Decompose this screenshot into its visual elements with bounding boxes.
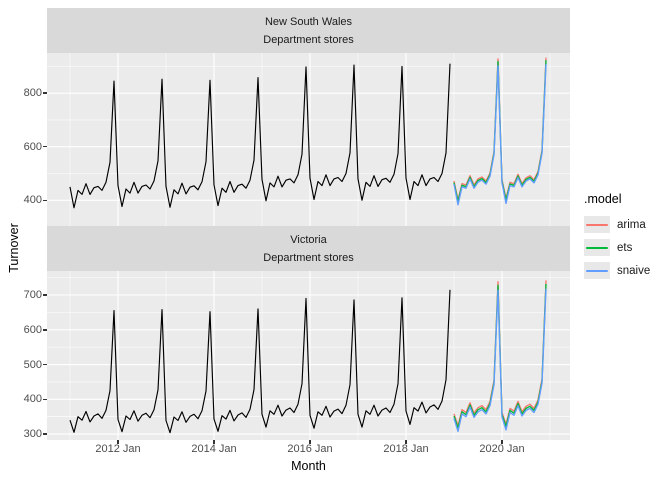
- legend-item: arima: [584, 216, 650, 233]
- y-tick-mark: [43, 433, 47, 435]
- y-tick-label: 700: [23, 288, 42, 301]
- y-tick-mark: [43, 398, 47, 401]
- y-tick-label: 600: [23, 323, 42, 336]
- y-tick-mark: [43, 363, 47, 366]
- series-line-snaive: [453, 64, 547, 206]
- y-tick-label: 400: [23, 194, 42, 207]
- strip-title-industry: Department stores: [263, 33, 354, 46]
- strip-title-industry: Department stores: [263, 251, 354, 264]
- series-line-snaive: [453, 288, 547, 432]
- legend-label: arima: [617, 218, 646, 231]
- x-tick-label: 2012 Jan: [95, 443, 141, 455]
- facet-strip-nsw: New South Wales Department stores: [47, 8, 570, 53]
- legend-key: [584, 239, 610, 256]
- x-tick-label: 2020 Jan: [479, 443, 525, 455]
- legend-title: .model: [584, 192, 622, 206]
- y-tick-label: 500: [23, 358, 42, 371]
- legend-key: [584, 216, 610, 233]
- y-tick-label: 400: [23, 393, 42, 406]
- legend-item: snaive: [584, 262, 650, 279]
- x-tick-mark: [117, 440, 119, 444]
- y-tick-mark: [43, 199, 47, 202]
- legend: .model arima ets snaive: [584, 192, 650, 285]
- legend-key-line: [586, 246, 608, 249]
- legend-label: ets: [617, 241, 633, 254]
- panel-victoria: [47, 271, 570, 440]
- facet-strip-victoria: Victoria Department stores: [47, 226, 570, 271]
- x-tick-mark: [405, 440, 407, 444]
- x-axis-title: Month: [291, 459, 326, 473]
- y-tick-mark: [43, 294, 47, 296]
- x-tick-mark: [501, 440, 503, 444]
- y-tick-label: 800: [23, 87, 42, 100]
- y-axis-title: Turnover: [7, 223, 21, 273]
- legend-key: [584, 262, 610, 279]
- x-tick-mark: [213, 440, 215, 444]
- x-tick-label: 2016 Jan: [287, 443, 333, 455]
- y-tick-mark: [43, 145, 47, 148]
- x-tick-mark: [309, 440, 311, 444]
- y-tick-mark: [43, 92, 47, 94]
- legend-item: ets: [584, 239, 650, 256]
- series-line-data: [69, 289, 451, 434]
- x-tick-label: 2014 Jan: [191, 443, 237, 455]
- panel-new-south-wales: [47, 53, 570, 226]
- legend-items: arima ets snaive: [584, 216, 650, 279]
- y-tick-label: 300: [23, 428, 42, 441]
- legend-key-line: [586, 223, 608, 226]
- legend-key-line: [586, 269, 608, 272]
- x-tick-label: 2018 Jan: [383, 443, 429, 455]
- strip-title-state: New South Wales: [264, 15, 353, 28]
- strip-title-state: Victoria: [290, 233, 327, 246]
- legend-label: snaive: [617, 264, 651, 277]
- y-tick-mark: [43, 329, 47, 331]
- y-tick-label: 600: [23, 140, 42, 153]
- series-line-data: [69, 63, 451, 209]
